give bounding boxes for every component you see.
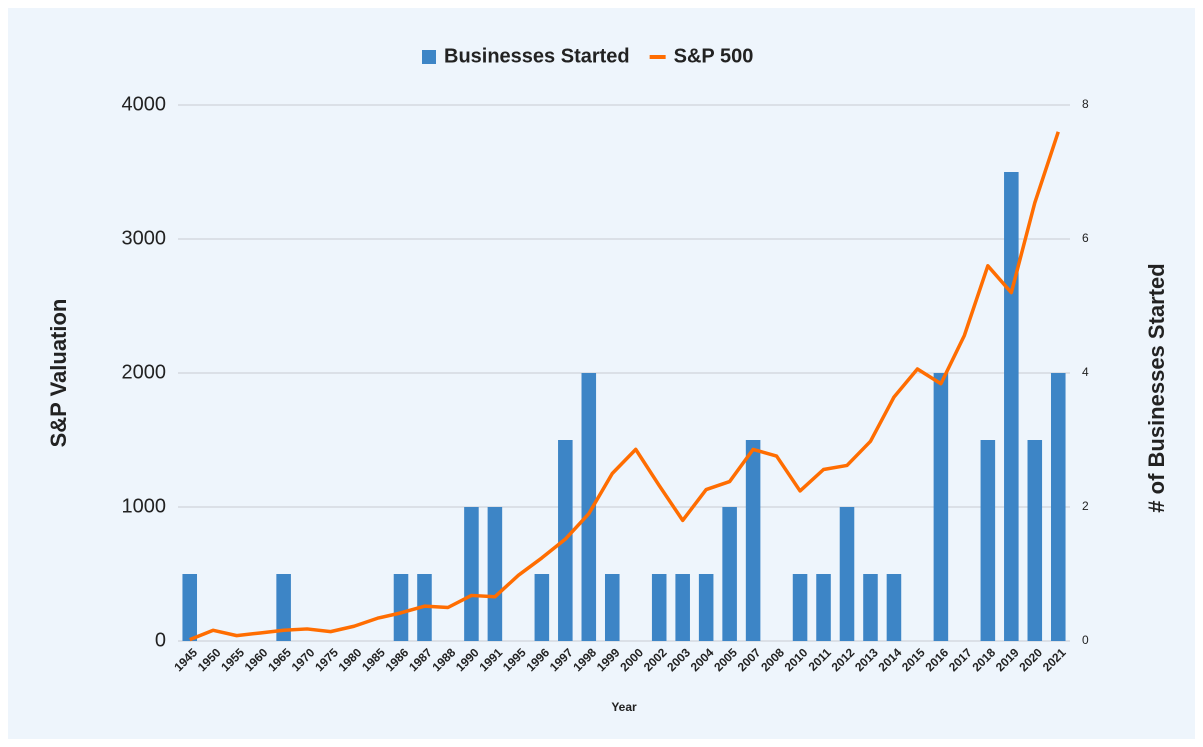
y-tick-label: 0 xyxy=(155,629,166,651)
legend-label: Businesses Started xyxy=(444,45,630,67)
bar xyxy=(886,574,902,641)
bar xyxy=(933,373,949,641)
bar xyxy=(698,574,714,641)
line xyxy=(189,131,1060,642)
bar xyxy=(1027,440,1043,641)
bar xyxy=(675,574,690,641)
y-axis-title: S&P Valuation xyxy=(46,299,71,448)
y2-axis-title: # of Businesses Started xyxy=(1144,263,1169,512)
bar xyxy=(863,574,878,641)
y-tick-label: 2000 xyxy=(122,361,167,383)
y2-tick-label: 6 xyxy=(1082,231,1089,245)
y2-tick-label: 0 xyxy=(1082,633,1089,647)
bar xyxy=(534,574,550,641)
bar xyxy=(581,373,597,641)
bar xyxy=(980,440,996,641)
y-tick-label: 3000 xyxy=(122,227,167,249)
bar xyxy=(792,574,808,641)
y-tick-label: 4000 xyxy=(122,93,167,115)
bar xyxy=(722,507,737,641)
x-axis-title: Year xyxy=(611,700,637,714)
bar xyxy=(276,574,291,641)
bar xyxy=(1050,373,1066,641)
bar xyxy=(182,574,198,641)
y2-tick-label: 8 xyxy=(1082,97,1089,111)
bar xyxy=(464,507,479,641)
bar xyxy=(1004,172,1019,641)
bar xyxy=(393,574,409,641)
bar xyxy=(839,507,855,641)
y-tick-label: 1000 xyxy=(122,495,167,517)
y2-tick-label: 2 xyxy=(1082,499,1089,513)
bar xyxy=(604,574,620,641)
legend-label: S&P 500 xyxy=(674,45,754,67)
bar xyxy=(816,574,831,641)
y2-tick-label: 4 xyxy=(1082,365,1089,379)
bar xyxy=(651,574,667,641)
bar xyxy=(487,507,503,641)
bar xyxy=(745,440,761,641)
legend-swatch xyxy=(422,50,436,64)
